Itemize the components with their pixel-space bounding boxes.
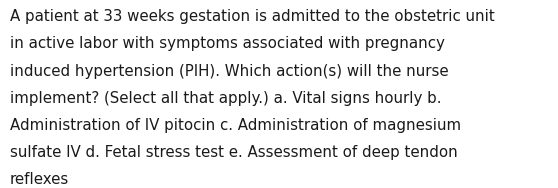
Text: sulfate IV d. Fetal stress test e. Assessment of deep tendon: sulfate IV d. Fetal stress test e. Asses… [10,145,458,160]
Text: reflexes: reflexes [10,172,69,187]
Text: implement? (Select all that apply.) a. Vital signs hourly b.: implement? (Select all that apply.) a. V… [10,91,441,106]
Text: in active labor with symptoms associated with pregnancy: in active labor with symptoms associated… [10,36,445,52]
Text: induced hypertension (PIH). Which action(s) will the nurse: induced hypertension (PIH). Which action… [10,64,449,79]
Text: Administration of IV pitocin c. Administration of magnesium: Administration of IV pitocin c. Administ… [10,118,461,133]
Text: A patient at 33 weeks gestation is admitted to the obstetric unit: A patient at 33 weeks gestation is admit… [10,9,495,24]
